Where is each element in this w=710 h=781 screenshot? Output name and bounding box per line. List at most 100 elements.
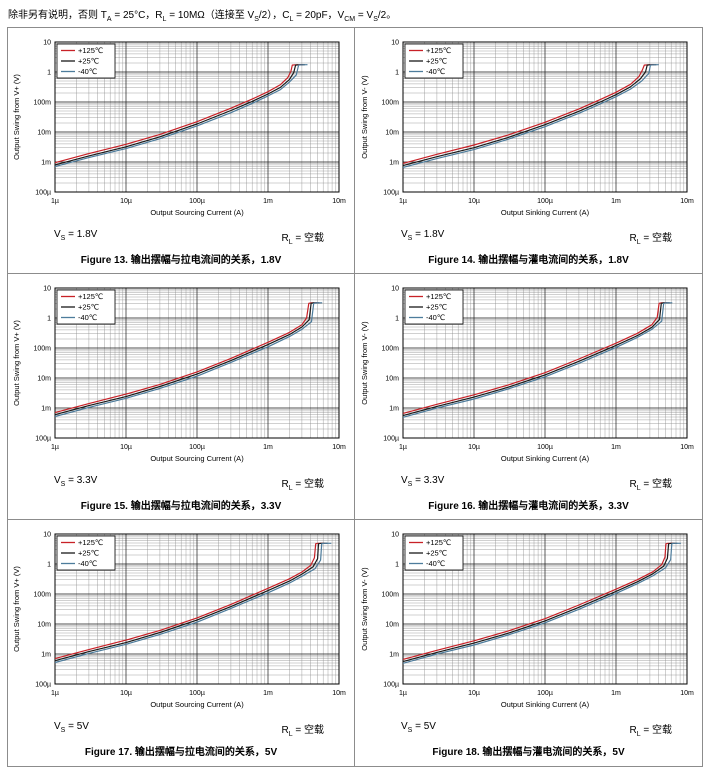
x-tick-label: 10m xyxy=(680,690,694,697)
load-condition-label: RL = 空载 xyxy=(629,725,672,738)
y-tick-label: 10 xyxy=(43,286,51,293)
y-tick-label: 10m xyxy=(385,376,399,383)
x-tick-label: 1m xyxy=(611,198,621,205)
output-swing-vs-sinking-current-chart-5v: 1µ 10µ 100µ 1m 10m 100µ 1m 10m 100m 1 10 Output Sin… xyxy=(357,524,701,720)
legend-label: +125℃ xyxy=(426,538,451,547)
load-condition-label: RL = 空载 xyxy=(281,479,324,492)
figure-caption: Figure 16. 输出摆幅与灌电流间的关系，3.3V xyxy=(428,501,629,512)
x-tick-label: 1µ xyxy=(51,690,59,697)
x-tick-label: 100µ xyxy=(189,690,205,697)
y-tick-label: 10 xyxy=(391,40,399,47)
y-tick-label: 10m xyxy=(37,130,51,137)
condition-row: VS = 5V RL = 空载 xyxy=(355,720,702,738)
load-condition-label: RL = 空载 xyxy=(629,233,672,246)
series-line xyxy=(402,302,672,418)
legend-label: +125℃ xyxy=(426,46,451,55)
plot-border xyxy=(402,533,687,685)
output-swing-vs-sinking-current-chart-1v8: 1µ 10µ 100µ 1m 10m 100µ 1m 10m 100m 1 10 Output Sin… xyxy=(357,32,701,228)
chart-svg: 1µ 10µ 100µ 1m 10m 100µ 1m 10m 100m 1 10 Output Sou… xyxy=(12,532,346,710)
x-tick-label: 10µ xyxy=(120,198,132,205)
y-tick-label: 1 xyxy=(395,70,399,77)
x-axis-title: Output Sinking Current (A) xyxy=(500,700,589,709)
figure-caption: Figure 15. 输出摆幅与拉电流间的关系，3.3V xyxy=(80,501,282,512)
x-tick-label: 1m xyxy=(263,198,273,205)
legend-label: +125℃ xyxy=(78,292,103,301)
y-axis-title: Output Swing from V- (V) xyxy=(360,567,369,651)
chart-svg: 1µ 10µ 100µ 1m 10m 100µ 1m 10m 100m 1 10 Output Sin… xyxy=(360,532,694,710)
legend: +125℃ +25℃-40℃ xyxy=(56,535,116,571)
supply-voltage-label: VS = 1.8V xyxy=(54,229,98,242)
x-axis-title: Output Sourcing Current (A) xyxy=(150,700,244,709)
series-line xyxy=(54,302,318,414)
y-tick-label: 10m xyxy=(37,622,51,629)
x-axis-title: Output Sinking Current (A) xyxy=(500,454,589,463)
x-tick-label: 10µ xyxy=(120,444,132,451)
legend: +125℃ +25℃-40℃ xyxy=(404,43,463,79)
series-line xyxy=(54,64,305,166)
series-line xyxy=(402,302,670,417)
supply-voltage-label: VS = 3.3V xyxy=(401,475,445,488)
figure-caption: Figure 17. 输出摆幅与拉电流间的关系，5V xyxy=(84,747,278,758)
output-swing-vs-sourcing-current-chart-5v: 1µ 10µ 100µ 1m 10m 100µ 1m 10m 100m 1 10 Output Sou… xyxy=(9,524,353,720)
x-tick-label: 10m xyxy=(680,198,694,205)
y-tick-label: 10 xyxy=(43,532,51,539)
y-axis-title: Output Swing from V+ (V) xyxy=(12,566,21,652)
condition-row: VS = 1.8V RL = 空载 xyxy=(8,228,354,246)
series-line xyxy=(402,64,656,167)
x-tick-label: 1µ xyxy=(399,690,407,697)
legend-label: +25℃ xyxy=(426,57,447,66)
x-tick-label: 1m xyxy=(611,690,621,697)
series-line xyxy=(54,302,320,416)
chart-svg: 1µ 10µ 100µ 1m 10m 100µ 1m 10m 100m 1 10 Output Sou… xyxy=(12,40,346,218)
y-axis-title: Output Swing from V+ (V) xyxy=(12,74,21,160)
series-line xyxy=(402,542,677,663)
legend-label: +25℃ xyxy=(426,549,447,558)
figure-panel-16: 1µ 10µ 100µ 1m 10m 100µ 1m 10m 100m 1 10 Output Sin… xyxy=(355,274,702,520)
y-tick-label: 100µ xyxy=(35,436,51,443)
x-axis-title: Output Sinking Current (A) xyxy=(500,208,589,217)
y-tick-label: 10m xyxy=(385,622,399,629)
supply-voltage-label: VS = 5V xyxy=(401,721,436,734)
legend-label: +25℃ xyxy=(78,303,99,312)
legend-label: -40℃ xyxy=(426,313,445,322)
y-tick-label: 100m xyxy=(381,592,399,599)
x-tick-label: 1µ xyxy=(51,198,59,205)
supply-voltage-label: VS = 5V xyxy=(54,721,89,734)
load-condition-label: RL = 空载 xyxy=(281,725,324,738)
figure-grid: 1µ 10µ 100µ 1m 10m 100µ 1m 10m 100m 1 10 Output Sou… xyxy=(7,27,703,767)
y-tick-label: 10 xyxy=(391,532,399,539)
chart-svg: 1µ 10µ 100µ 1m 10m 100µ 1m 10m 100m 1 10 Output Sin… xyxy=(360,286,694,464)
y-tick-label: 100µ xyxy=(35,682,51,689)
legend-label: +25℃ xyxy=(78,57,99,66)
series-line xyxy=(402,302,667,414)
x-tick-label: 10m xyxy=(332,198,346,205)
supply-voltage-label: VS = 1.8V xyxy=(401,229,445,242)
y-tick-label: 1m xyxy=(389,406,399,413)
figure-caption: Figure 18. 输出摆幅与灌电流间的关系，5V xyxy=(432,747,625,758)
legend-label: -40℃ xyxy=(426,559,445,568)
chart-svg: 1µ 10µ 100µ 1m 10m 100µ 1m 10m 100m 1 10 Output Sin… xyxy=(360,40,694,218)
x-tick-label: 1µ xyxy=(399,444,407,451)
legend-label: -40℃ xyxy=(78,313,97,322)
series-line xyxy=(54,64,303,164)
y-axis-title: Output Swing from V- (V) xyxy=(360,75,369,159)
figure-panel-13: 1µ 10µ 100µ 1m 10m 100µ 1m 10m 100m 1 10 Output Sou… xyxy=(8,28,355,274)
y-tick-label: 100m xyxy=(381,100,399,107)
figure-panel-14: 1µ 10µ 100µ 1m 10m 100µ 1m 10m 100m 1 10 Output Sin… xyxy=(355,28,702,274)
output-swing-vs-sinking-current-chart-3v3: 1µ 10µ 100µ 1m 10m 100µ 1m 10m 100m 1 10 Output Sin… xyxy=(357,278,701,474)
x-tick-label: 10m xyxy=(332,690,346,697)
x-tick-label: 1µ xyxy=(399,198,407,205)
figure-panel-18: 1µ 10µ 100µ 1m 10m 100µ 1m 10m 100m 1 10 Output Sin… xyxy=(355,520,702,766)
y-tick-label: 1 xyxy=(395,316,399,323)
x-axis-title: Output Sourcing Current (A) xyxy=(150,208,244,217)
x-tick-label: 100µ xyxy=(537,444,553,451)
y-tick-label: 100m xyxy=(33,592,51,599)
legend-label: +125℃ xyxy=(426,292,451,301)
test-conditions-text: 除非另有说明，否则 TA = 25°C，RL = 10MΩ（连接至 VS/2），… xyxy=(8,10,397,23)
legend-label: +25℃ xyxy=(78,549,99,558)
x-tick-label: 100µ xyxy=(189,444,205,451)
legend-label: +125℃ xyxy=(78,46,103,55)
series-line xyxy=(402,64,659,168)
legend-label: -40℃ xyxy=(78,67,97,76)
legend: +125℃ +25℃-40℃ xyxy=(404,289,463,325)
